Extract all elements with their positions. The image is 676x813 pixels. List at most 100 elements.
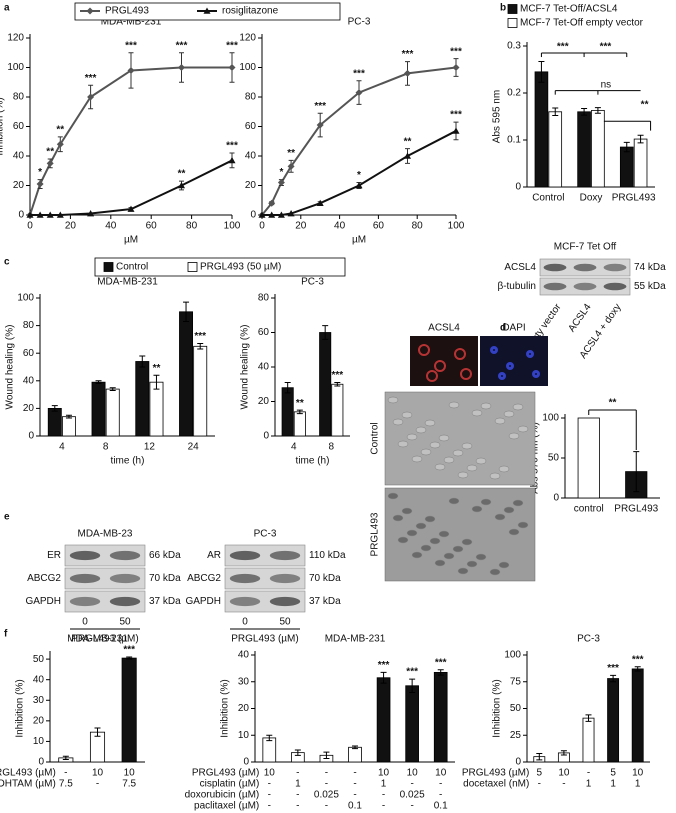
- error-bar: [294, 749, 301, 756]
- error-bar: [51, 405, 58, 412]
- y-tick-label: 0: [28, 431, 34, 442]
- x-axis-label: time (h): [111, 456, 145, 467]
- error-bar: [352, 745, 358, 750]
- bar: [577, 111, 591, 188]
- error-bar: [538, 61, 545, 83]
- data-point: [127, 66, 135, 74]
- chart-title: MDA-MB-231: [67, 634, 128, 645]
- significance: ***: [125, 40, 137, 51]
- legend-box: [94, 257, 346, 277]
- cell: [406, 529, 418, 537]
- data-point: [178, 64, 185, 71]
- significance: ***: [402, 49, 414, 60]
- blot-band: [603, 263, 627, 272]
- y-tick-label: 0: [38, 757, 44, 768]
- x-axis-label: time (h): [296, 456, 330, 467]
- cell: [532, 370, 540, 378]
- significance: **: [56, 124, 64, 135]
- y-tick-label: 20: [245, 180, 257, 191]
- row-label: cisplatin (µM): [200, 779, 260, 790]
- blot-title: PC-3: [254, 529, 277, 540]
- error-bar: [65, 414, 72, 419]
- data-point: [87, 210, 95, 217]
- y-tick-label: 40: [238, 650, 250, 661]
- significance: ***: [450, 110, 462, 121]
- blot-band: [543, 282, 567, 291]
- y-tick-label: 60: [258, 327, 270, 338]
- row-value: -: [296, 768, 299, 779]
- y-tick-label: 0: [243, 757, 249, 768]
- cell: [480, 498, 492, 506]
- data-point: [46, 159, 54, 167]
- y-tick-label: 50: [510, 703, 522, 714]
- significance: ***: [435, 657, 447, 668]
- chart-title: MDA-MB-231: [97, 277, 158, 288]
- data-point: [277, 179, 285, 187]
- image-label: PRGL493: [370, 512, 381, 556]
- cell: [448, 497, 460, 505]
- y-tick-label: 80: [23, 320, 35, 331]
- bar: [121, 657, 137, 763]
- row-value: -: [410, 801, 413, 812]
- row-value: 7.5: [59, 779, 73, 790]
- data-point: [178, 182, 185, 189]
- blot-strip: [224, 544, 306, 567]
- bar: [281, 387, 294, 437]
- row-label: PRGL493 (µM): [462, 768, 529, 779]
- cell: [448, 401, 460, 409]
- row-value: 0.025: [314, 790, 339, 801]
- y-tick-label: 80: [258, 293, 270, 304]
- blot-band: [573, 282, 597, 291]
- error-bar: [109, 387, 116, 391]
- y-axis-label: Wound healing (%): [5, 325, 16, 410]
- bar: [405, 685, 419, 763]
- blot-title: MCF-7 Tet Off: [554, 242, 617, 253]
- significance: ***: [226, 141, 238, 152]
- y-tick-label: 80: [13, 92, 25, 103]
- cell: [517, 425, 529, 433]
- cell: [466, 464, 478, 472]
- error-bar: [623, 141, 630, 153]
- legend-label: PRGL493: [105, 6, 149, 17]
- y-tick-label: 0: [553, 493, 559, 504]
- y-tick-label: 60: [245, 121, 257, 132]
- x-tick-label: 60: [373, 221, 385, 232]
- bar: [577, 417, 600, 499]
- row-value: -: [268, 790, 271, 801]
- cell: [411, 455, 423, 463]
- treatment-label: PRGL493 (µM): [231, 634, 298, 645]
- x-tick-label: 0: [259, 221, 265, 232]
- x-tick-label: 60: [146, 221, 158, 232]
- y-tick-label: 10: [238, 730, 250, 741]
- significance: ***: [331, 370, 343, 381]
- cell: [426, 370, 438, 382]
- y-tick-label: 0: [18, 210, 24, 221]
- bar: [548, 111, 563, 188]
- row-value: 1: [586, 779, 592, 790]
- significance: ***: [557, 42, 569, 53]
- significance: ***: [378, 660, 390, 671]
- lane-label: 0: [82, 617, 88, 628]
- cell: [461, 538, 473, 546]
- cell: [494, 513, 506, 521]
- y-tick-label: 100: [17, 293, 34, 304]
- legend-label: PRGL493 (50 µM): [200, 262, 281, 273]
- data-line: [261, 66, 457, 216]
- cell: [438, 434, 450, 442]
- bar: [348, 746, 362, 763]
- cell: [418, 344, 430, 356]
- blot-size: 70 kDa: [149, 573, 181, 584]
- y-tick-label: 120: [239, 33, 256, 44]
- cell: [480, 402, 492, 410]
- significance: **: [609, 398, 617, 409]
- y-tick-label: 80: [245, 92, 257, 103]
- cell: [401, 411, 413, 419]
- blot-size: 37 kDa: [149, 596, 181, 607]
- blot-band: [229, 550, 261, 561]
- error-bar: [95, 380, 102, 385]
- y-tick-label: 40: [33, 674, 45, 685]
- x-tick-label: 40: [334, 221, 346, 232]
- blot-strip: [64, 567, 146, 590]
- y-tick-label: 20: [258, 396, 270, 407]
- panel-letter: f: [4, 629, 8, 640]
